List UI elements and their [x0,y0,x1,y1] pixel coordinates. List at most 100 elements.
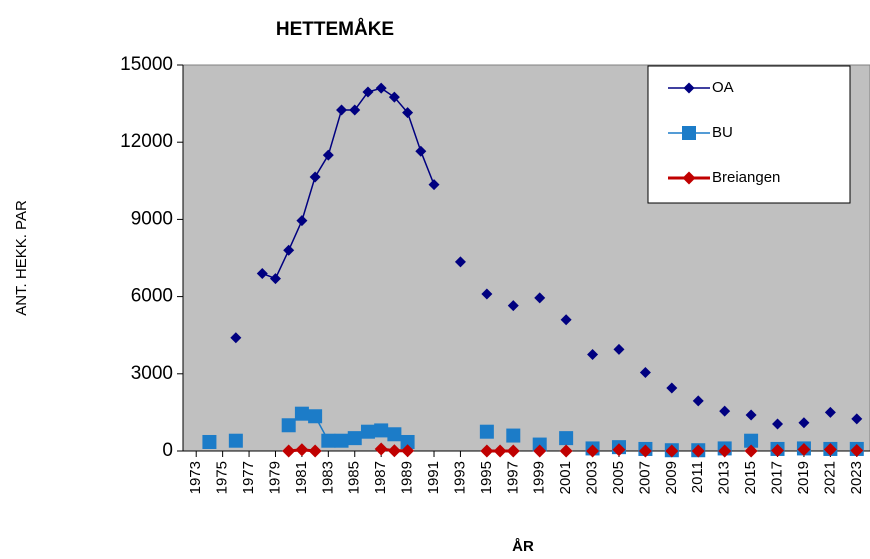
marker [360,424,375,439]
marker [798,417,810,429]
marker [454,256,466,268]
marker [559,431,574,446]
y-tick-label: 3000 [131,363,173,384]
marker [534,292,546,304]
marker [587,349,599,360]
marker [691,444,705,458]
x-tick-label: 2007 [636,461,653,494]
marker [744,433,759,448]
marker [683,82,695,94]
marker [745,409,757,421]
y-axis-label: ANT. HEKK. PAR [13,200,30,316]
x-tick-label: 1979 [266,461,283,494]
marker [347,431,362,446]
marker [362,86,374,98]
marker [308,409,323,424]
marker [850,443,864,457]
x-tick-label: 1983 [319,461,336,494]
marker [387,427,402,442]
y-tick-label: 15000 [120,54,173,75]
marker [415,145,427,157]
x-tick-label: 2011 [689,461,706,493]
marker [309,171,321,183]
x-tick-label: 1985 [346,461,363,494]
legend-label: Breiangen [712,169,780,186]
marker [797,442,811,456]
x-tick-label: 1987 [372,461,389,494]
marker [428,179,440,191]
marker [202,434,217,449]
marker [506,428,521,443]
x-tick-label: 2019 [795,461,812,494]
x-tick-label: 1981 [293,461,310,494]
marker [719,405,731,417]
marker [586,444,600,458]
marker [613,343,625,355]
y-tick-label: 0 [162,440,173,461]
marker [666,382,678,394]
marker [823,442,837,456]
x-tick-label: 2005 [610,461,627,494]
marker [533,444,547,458]
marker [296,215,308,227]
x-tick-label: 1975 [214,461,231,494]
x-tick-label: 2013 [716,461,733,494]
legend-label: OA [712,79,734,96]
marker [374,423,389,438]
marker [682,126,696,140]
marker [230,332,242,344]
marker [387,444,401,458]
x-tick-label: 2001 [557,461,574,494]
marker [744,444,758,458]
y-tick-label: 12000 [120,131,173,152]
legend-box [647,65,851,204]
x-tick-label: 1973 [187,461,204,494]
y-tick-label: 6000 [131,286,173,307]
marker [507,300,519,312]
marker [824,406,836,418]
marker [388,91,400,103]
marker [479,424,494,439]
marker [682,171,696,185]
x-tick-label: 1989 [399,461,416,494]
x-tick-label: 2009 [663,461,680,494]
marker [283,244,295,256]
x-tick-label: 2021 [821,461,838,494]
x-tick-label: 2023 [848,461,865,494]
x-tick-label: 1977 [240,461,257,494]
marker [282,444,296,458]
marker [402,107,414,119]
x-tick-label: 2015 [742,461,759,494]
legend: OA BU Breiangen [647,65,851,204]
marker [612,443,626,457]
marker [851,413,863,425]
marker [481,288,493,300]
marker [560,314,572,326]
marker [308,444,322,458]
marker [772,418,784,430]
chart-title: HETTEMÅKE [276,19,394,40]
x-tick-label: 1991 [425,461,442,494]
marker [639,367,651,379]
x-tick-label: 1995 [478,461,495,494]
legend-label: BU [712,124,733,141]
marker [349,104,361,116]
marker [281,418,296,433]
marker [321,433,336,448]
marker [665,444,679,458]
y-tick-label: 9000 [131,208,173,229]
marker [718,444,732,458]
x-tick-label: 2017 [768,461,785,494]
marker [295,443,309,457]
marker [401,444,415,458]
marker [375,82,387,94]
marker [771,443,785,457]
marker [692,395,704,407]
marker [294,406,309,421]
marker [559,444,573,458]
x-axis-label: ÅR [512,538,534,555]
x-tick-label: 1993 [451,461,468,494]
marker [256,267,268,279]
x-tick-label: 1997 [504,461,521,494]
